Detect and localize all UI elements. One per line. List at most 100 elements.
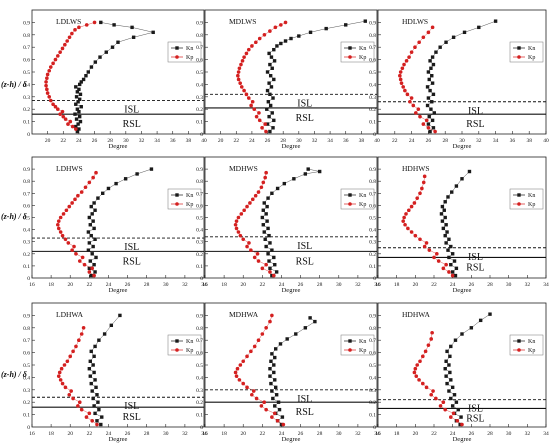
data-point-kp	[236, 77, 241, 82]
plot-frame	[31, 302, 205, 428]
data-point-kn	[89, 204, 93, 209]
series-line-kn	[427, 20, 496, 132]
data-point-kp	[404, 59, 409, 63]
isl-label: ISL	[297, 241, 312, 252]
x-tick-label: 22	[260, 431, 266, 437]
data-point-kp	[436, 259, 441, 263]
data-point-kn	[431, 62, 436, 67]
data-point-kp	[70, 31, 74, 36]
x-tick-label: 26	[265, 138, 271, 144]
data-point-kn	[267, 51, 271, 56]
data-point-kp	[460, 422, 464, 427]
data-point-kn	[447, 255, 451, 260]
y-tick-label: 0.1	[369, 264, 376, 270]
x-tick-label: 34	[374, 431, 380, 437]
data-point-kp	[430, 330, 434, 335]
y-tick-label: 0.7	[369, 191, 376, 197]
legend-box	[509, 334, 544, 356]
legend-label-kp: Kp	[528, 348, 535, 354]
data-point-kn	[268, 74, 273, 78]
data-point-kn	[267, 259, 271, 263]
data-point-kp	[255, 252, 260, 256]
data-point-kn	[131, 35, 136, 39]
data-point-kn	[278, 342, 283, 346]
data-point-kn	[444, 223, 448, 227]
x-tick-label: 24	[76, 138, 82, 144]
data-point-kp	[435, 252, 439, 256]
y-tick-label: 0	[27, 132, 30, 138]
data-point-kn	[106, 186, 111, 191]
data-point-kp	[57, 370, 62, 375]
data-point-kn	[75, 129, 80, 134]
x-tick-label: 16	[29, 431, 35, 437]
panel-title: LDLWS	[56, 17, 81, 26]
rsl-label: RSL	[296, 407, 314, 418]
data-point-kn	[317, 169, 322, 174]
y-tick-label: 0.9	[196, 313, 203, 319]
panel-title: LDHWS	[56, 164, 83, 173]
x-axis-label: Degree	[453, 287, 472, 294]
y-tick-label: 0	[373, 276, 376, 282]
data-point-kn	[426, 96, 431, 100]
y-tick-label: 0.8	[23, 33, 30, 39]
data-point-kn	[98, 55, 102, 59]
data-point-kn	[95, 419, 99, 423]
y-tick-label: 0.8	[23, 179, 30, 185]
data-point-kn	[274, 270, 279, 274]
y-tick-label: 0.1	[23, 413, 30, 419]
data-point-kn	[443, 215, 447, 220]
data-point-kn	[93, 237, 97, 241]
y-tick-label: 0.2	[369, 252, 376, 258]
data-point-kp	[450, 273, 455, 278]
x-tick-label: 34	[201, 282, 207, 288]
y-tick-label: 0.5	[23, 216, 30, 222]
data-point-kn	[450, 252, 455, 256]
legend-marker-kp	[517, 55, 521, 59]
data-point-kn	[276, 400, 281, 404]
data-point-kn	[87, 241, 92, 245]
data-point-kp	[256, 338, 261, 343]
data-point-kp	[241, 359, 246, 364]
data-point-kp	[245, 354, 249, 359]
data-point-kp	[65, 359, 70, 364]
data-point-kn	[428, 59, 432, 63]
data-point-kp	[415, 196, 420, 200]
x-tick-label: 24	[450, 282, 456, 288]
data-point-kp	[235, 366, 240, 371]
x-tick-label: 26	[125, 282, 131, 288]
data-point-kn	[275, 44, 279, 48]
data-point-kp	[409, 204, 414, 209]
data-point-kn	[269, 55, 274, 59]
legend-marker-kp	[348, 202, 352, 206]
data-point-kp	[422, 244, 427, 249]
data-point-kn	[90, 389, 94, 393]
y-tick-label: 0.9	[23, 313, 30, 319]
data-point-kp	[62, 363, 67, 367]
data-point-kp	[76, 193, 80, 198]
x-tick-label: 22	[61, 138, 67, 144]
data-point-kn	[445, 381, 449, 386]
y-tick-label: 0.8	[369, 179, 376, 185]
data-point-kn	[425, 103, 430, 108]
x-axis-label: Degree	[109, 143, 128, 150]
data-point-kp	[67, 204, 72, 209]
y-tick-label: 0.6	[23, 203, 30, 209]
data-point-kn	[76, 100, 80, 104]
x-tick-label: 22	[87, 282, 93, 288]
data-point-kp	[407, 208, 411, 213]
legend-marker-kn	[175, 193, 179, 197]
y-tick-label: 0	[200, 132, 203, 138]
y-tick-label: 0.4	[196, 228, 203, 234]
data-point-kn	[84, 74, 88, 78]
data-point-kp	[60, 381, 65, 386]
data-point-kn	[452, 259, 457, 263]
data-point-kn	[78, 119, 83, 124]
x-tick-label: 30	[163, 431, 169, 437]
data-point-kn	[440, 204, 445, 209]
data-point-kp	[250, 99, 255, 104]
data-point-kn	[297, 34, 301, 38]
y-tick-label: 0.7	[23, 338, 30, 344]
y-tick-label: 0.4	[196, 375, 203, 381]
data-point-kp	[253, 193, 258, 198]
legend-label-kp: Kp	[528, 55, 535, 61]
